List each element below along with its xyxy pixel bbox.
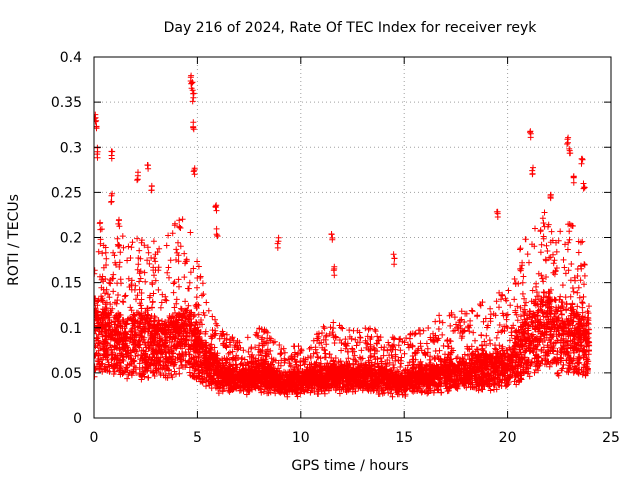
data-points: [94, 72, 593, 400]
x-tick-label: 0: [90, 430, 99, 446]
x-tick-label: 10: [292, 430, 310, 446]
x-tick-label: 5: [193, 430, 202, 446]
x-tick-label: 20: [499, 430, 517, 446]
y-tick-label: 0.15: [51, 276, 82, 292]
y-tick-label: 0.35: [51, 95, 82, 111]
y-tick-label: 0.3: [60, 140, 82, 156]
y-tick-label: 0.25: [51, 185, 82, 201]
y-axis-label: ROTI / TECUs: [6, 194, 22, 286]
x-tick-label: 25: [602, 430, 620, 446]
axis-ticks: [93, 56, 612, 419]
y-tick-labels: 0 0.05 0.1 0.15 0.2 0.25 0.3 0.35 0.4: [51, 50, 82, 427]
x-tick-label: 15: [395, 430, 413, 446]
x-axis-label: GPS time / hours: [291, 458, 408, 474]
roti-markers: [94, 72, 593, 400]
y-tick-label: 0: [73, 411, 82, 427]
y-tick-label: 0.1: [60, 321, 82, 337]
y-tick-label: 0.05: [51, 366, 82, 382]
y-tick-label: 0.2: [60, 231, 82, 247]
chart-title: Day 216 of 2024, Rate Of TEC Index for r…: [164, 20, 538, 36]
x-tick-labels: 0 5 10 15 20 25: [90, 430, 620, 446]
y-tick-label: 0.4: [60, 50, 82, 66]
